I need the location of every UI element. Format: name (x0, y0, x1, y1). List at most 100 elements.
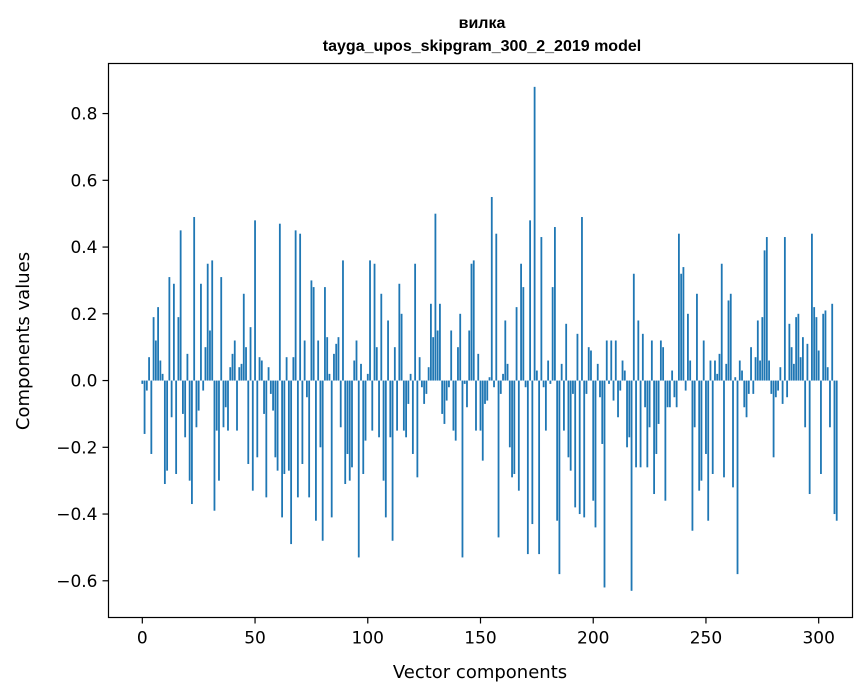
bar-210 (614, 340, 617, 381)
bar-15 (175, 380, 178, 474)
bar-177 (540, 237, 543, 381)
bar-144 (466, 380, 468, 408)
bar-292 (799, 357, 802, 381)
bar-86 (335, 343, 338, 381)
bar-255 (716, 373, 719, 381)
bar-9 (161, 373, 164, 381)
bar-214 (623, 370, 626, 381)
bar-303 (824, 310, 827, 381)
bar-130 (434, 213, 437, 381)
bar-299 (815, 317, 818, 381)
bar-139 (454, 380, 457, 441)
bar-79 (319, 380, 322, 448)
bar-168 (520, 263, 522, 381)
bar-43 (238, 367, 241, 381)
bar-224 (646, 380, 649, 468)
bar-219 (635, 380, 637, 468)
bar-239 (680, 273, 683, 381)
bar-24 (195, 380, 198, 428)
x-tick-label: 50 (244, 629, 266, 649)
bar-41 (233, 340, 236, 381)
bar-190 (569, 380, 572, 471)
bar-301 (820, 380, 822, 474)
bar-115 (400, 313, 403, 381)
bar-118 (407, 380, 410, 404)
bar-101 (369, 260, 371, 381)
x-tick-label: 200 (577, 629, 609, 649)
bar-123 (418, 357, 421, 381)
bar-270 (750, 347, 752, 381)
bar-44 (240, 363, 243, 381)
bar-14 (172, 283, 175, 381)
bar-290 (795, 317, 798, 381)
bar-220 (637, 320, 640, 381)
bar-246 (696, 293, 698, 381)
bar-56 (267, 367, 270, 381)
bar-151 (481, 380, 484, 461)
bar-231 (662, 347, 665, 381)
bar-38 (227, 380, 229, 431)
bar-199 (590, 350, 592, 381)
bar-46 (245, 347, 247, 381)
bar-236 (673, 380, 676, 398)
bar-279 (770, 380, 773, 394)
bar-129 (432, 337, 435, 381)
bar-234 (668, 380, 671, 408)
y-tick-label: −0.2 (56, 438, 97, 458)
bar-121 (414, 263, 417, 381)
bar-228 (655, 380, 658, 454)
y-tick-label: 0.4 (70, 238, 97, 258)
bar-211 (617, 380, 619, 418)
bar-45 (242, 293, 245, 381)
bar-215 (626, 380, 628, 448)
bar-272 (754, 357, 757, 381)
bar-84 (330, 380, 333, 518)
bar-277 (765, 237, 768, 381)
y-tick-label: −0.4 (56, 505, 97, 525)
bar-304 (826, 367, 829, 381)
bar-57 (269, 380, 272, 394)
bar-66 (290, 380, 293, 545)
bar-77 (315, 380, 317, 521)
x-tick-label: 100 (352, 629, 384, 649)
bar-88 (339, 380, 342, 428)
bar-282 (777, 380, 780, 391)
bar-286 (786, 380, 789, 398)
bar-293 (801, 337, 804, 381)
bar-212 (619, 380, 622, 391)
bar-148 (475, 380, 477, 431)
bar-307 (833, 380, 836, 515)
x-tick-label: 0 (137, 629, 148, 649)
bar-127 (427, 367, 430, 381)
bar-225 (648, 380, 651, 428)
bar-83 (328, 373, 331, 381)
bar-91 (346, 380, 349, 454)
bar-297 (811, 233, 813, 381)
bar-134 (443, 380, 446, 424)
bar-203 (599, 380, 601, 398)
bar-229 (657, 380, 660, 424)
bar-51 (256, 380, 259, 458)
bar-245 (693, 380, 696, 428)
bar-105 (378, 380, 380, 438)
bar-230 (659, 340, 662, 381)
bar-222 (641, 333, 644, 381)
bar-289 (792, 363, 795, 381)
bar-273 (756, 320, 759, 381)
bar-274 (759, 360, 761, 381)
bar-13 (170, 380, 173, 418)
bar-188 (565, 323, 568, 381)
bar-276 (763, 250, 766, 381)
bar-87 (337, 337, 340, 381)
bar-114 (398, 283, 401, 381)
bar-218 (632, 273, 635, 381)
y-tick-label: −0.6 (56, 572, 97, 592)
bar-149 (477, 353, 480, 381)
bar-50 (254, 220, 256, 381)
bar-81 (324, 287, 326, 381)
bar-200 (592, 380, 595, 501)
bar-269 (747, 380, 750, 394)
bar-0 (141, 380, 144, 384)
bar-232 (664, 380, 667, 501)
